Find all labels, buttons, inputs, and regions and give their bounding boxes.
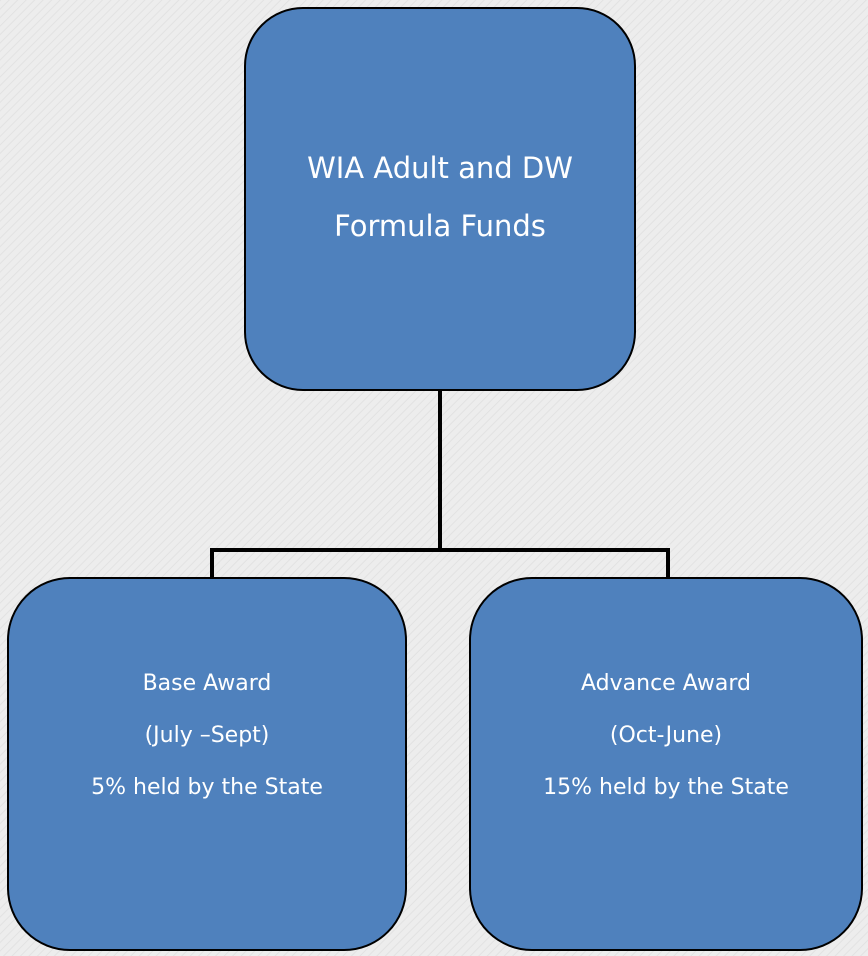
node-box bbox=[469, 577, 863, 951]
node-label: (July –Sept) bbox=[145, 723, 270, 748]
node-label: (Oct-June) bbox=[610, 723, 722, 748]
node-label: 5% held by the State bbox=[91, 775, 323, 800]
node-label: 15% held by the State bbox=[543, 775, 789, 800]
node-label: Formula Funds bbox=[334, 209, 546, 243]
node-label: Advance Award bbox=[581, 671, 751, 696]
node-box bbox=[244, 7, 636, 391]
node-label: WIA Adult and DW bbox=[307, 151, 573, 185]
node-box bbox=[7, 577, 407, 951]
connectors bbox=[210, 390, 670, 580]
node-label: Base Award bbox=[143, 671, 272, 696]
